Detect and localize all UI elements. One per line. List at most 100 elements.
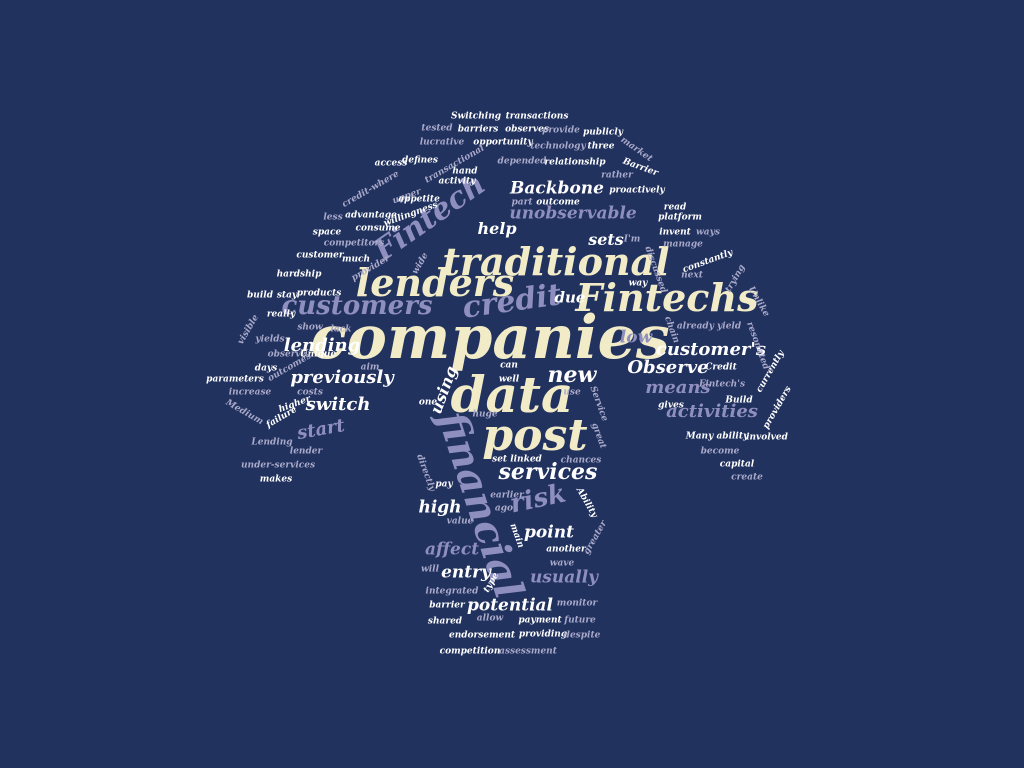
cloud-word: future xyxy=(564,615,596,626)
cloud-word: Fintechs xyxy=(575,275,759,320)
cloud-word: less xyxy=(323,212,343,223)
cloud-word: Observe xyxy=(627,357,709,378)
cloud-word: hand xyxy=(452,166,478,177)
cloud-word: credit-where xyxy=(340,169,401,210)
cloud-word: consume xyxy=(355,223,401,234)
cloud-word: will xyxy=(420,564,440,575)
cloud-word: start xyxy=(295,415,347,445)
cloud-word: under-services xyxy=(240,460,316,471)
cloud-word: integrated xyxy=(425,586,479,597)
cloud-word: previously xyxy=(290,367,394,388)
cloud-word: endorsement xyxy=(448,630,516,641)
cloud-word: ago xyxy=(494,503,514,514)
cloud-word: huge xyxy=(472,409,498,420)
cloud-word: chances xyxy=(560,455,602,466)
cloud-word: value xyxy=(446,516,474,527)
cloud-word: Medium xyxy=(223,397,265,428)
cloud-word: invent xyxy=(659,227,691,238)
cloud-word: Build xyxy=(725,395,753,406)
cloud-word: despite xyxy=(563,630,601,641)
cloud-word: wave xyxy=(549,558,575,569)
cloud-word: I'm xyxy=(623,234,641,245)
cloud-word: access xyxy=(374,158,408,169)
cloud-word: usually xyxy=(529,567,599,588)
cloud-word: costs xyxy=(297,387,323,398)
cloud-word: customers xyxy=(281,291,433,321)
cloud-word: services xyxy=(498,459,598,485)
cloud-word: help xyxy=(477,219,517,238)
cloud-word: switch xyxy=(305,394,371,415)
cloud-word: involved xyxy=(746,432,788,443)
cloud-word: observes xyxy=(505,124,549,135)
cloud-word: sets xyxy=(588,230,624,249)
cloud-word: aim xyxy=(360,362,380,373)
cloud-word: ways xyxy=(696,227,720,238)
cloud-word: rather xyxy=(601,170,633,181)
cloud-word: payment xyxy=(518,615,562,626)
cloud-word: days xyxy=(254,363,278,374)
cloud-word: greater xyxy=(581,519,610,557)
cloud-word: defines xyxy=(402,155,438,166)
cloud-word: gives xyxy=(658,400,684,411)
cloud-word: relationship xyxy=(544,157,606,168)
cloud-word: parameters xyxy=(206,374,264,385)
cloud-word: Many ability xyxy=(685,431,749,442)
cloud-word: means xyxy=(645,377,711,398)
cloud-word: customer's xyxy=(655,339,767,360)
cloud-word: unobservable xyxy=(509,203,637,224)
cloud-word: new xyxy=(547,362,597,388)
cloud-word: yields xyxy=(255,334,285,345)
cloud-word: low xyxy=(619,327,653,348)
cloud-word: show xyxy=(297,322,323,333)
cloud-word: stay xyxy=(276,290,298,301)
cloud-word: provide xyxy=(542,125,580,136)
cloud-word: earlier xyxy=(490,490,524,501)
cloud-word: high xyxy=(418,497,462,518)
cloud-word: makes xyxy=(259,474,293,485)
cloud-word: activity xyxy=(438,176,476,187)
cloud-word: potential xyxy=(466,595,554,616)
cloud-word: observe xyxy=(267,349,307,360)
cloud-word: lenders xyxy=(355,260,515,305)
cloud-word: point xyxy=(524,522,574,543)
cloud-word: build xyxy=(247,290,273,301)
cloud-word: Credit xyxy=(705,362,737,373)
cloud-word: transactions xyxy=(505,111,569,122)
cloud-word: Fintech's xyxy=(698,379,746,390)
cloud-word: really xyxy=(266,309,296,320)
cloud-word: proactively xyxy=(609,185,665,196)
cloud-word: well xyxy=(498,374,520,385)
cloud-word: traditional xyxy=(442,239,670,284)
cloud-word: can xyxy=(500,360,518,371)
cloud-word: activities xyxy=(666,401,758,422)
cloud-word: due xyxy=(554,288,586,307)
cloud-word: lucrative xyxy=(419,137,465,148)
cloud-word: technology xyxy=(530,141,586,152)
cloud-word: create xyxy=(731,472,763,483)
cloud-word: directly xyxy=(414,453,437,493)
cloud-word: Ability xyxy=(573,485,599,520)
cloud-word: read xyxy=(663,202,687,213)
cloud-word: Service xyxy=(587,384,610,423)
cloud-word: advantage xyxy=(345,210,397,221)
cloud-word: much xyxy=(341,254,371,265)
cloud-word: hardship xyxy=(276,269,322,280)
cloud-word: set linked xyxy=(492,454,542,465)
cloud-word: publicly xyxy=(582,127,624,138)
cloud-word: Unique xyxy=(299,349,337,360)
cloud-word: great xyxy=(589,421,608,451)
cloud-word: opportunity xyxy=(473,137,533,148)
cloud-word: tested xyxy=(421,123,453,134)
cloud-word: lending xyxy=(283,335,361,356)
cloud-word: products xyxy=(296,288,342,299)
cloud-word: three xyxy=(587,141,615,152)
cloud-word: Lending xyxy=(251,437,293,448)
cloud-word: lack xyxy=(330,324,352,335)
cloud-word: customer xyxy=(296,250,344,261)
cloud-word: platform xyxy=(658,212,702,223)
cloud-word: data xyxy=(450,365,574,424)
cloud-word: already yield xyxy=(676,321,742,332)
cloud-word: capital xyxy=(719,459,755,470)
cloud-word: shared xyxy=(427,616,463,627)
